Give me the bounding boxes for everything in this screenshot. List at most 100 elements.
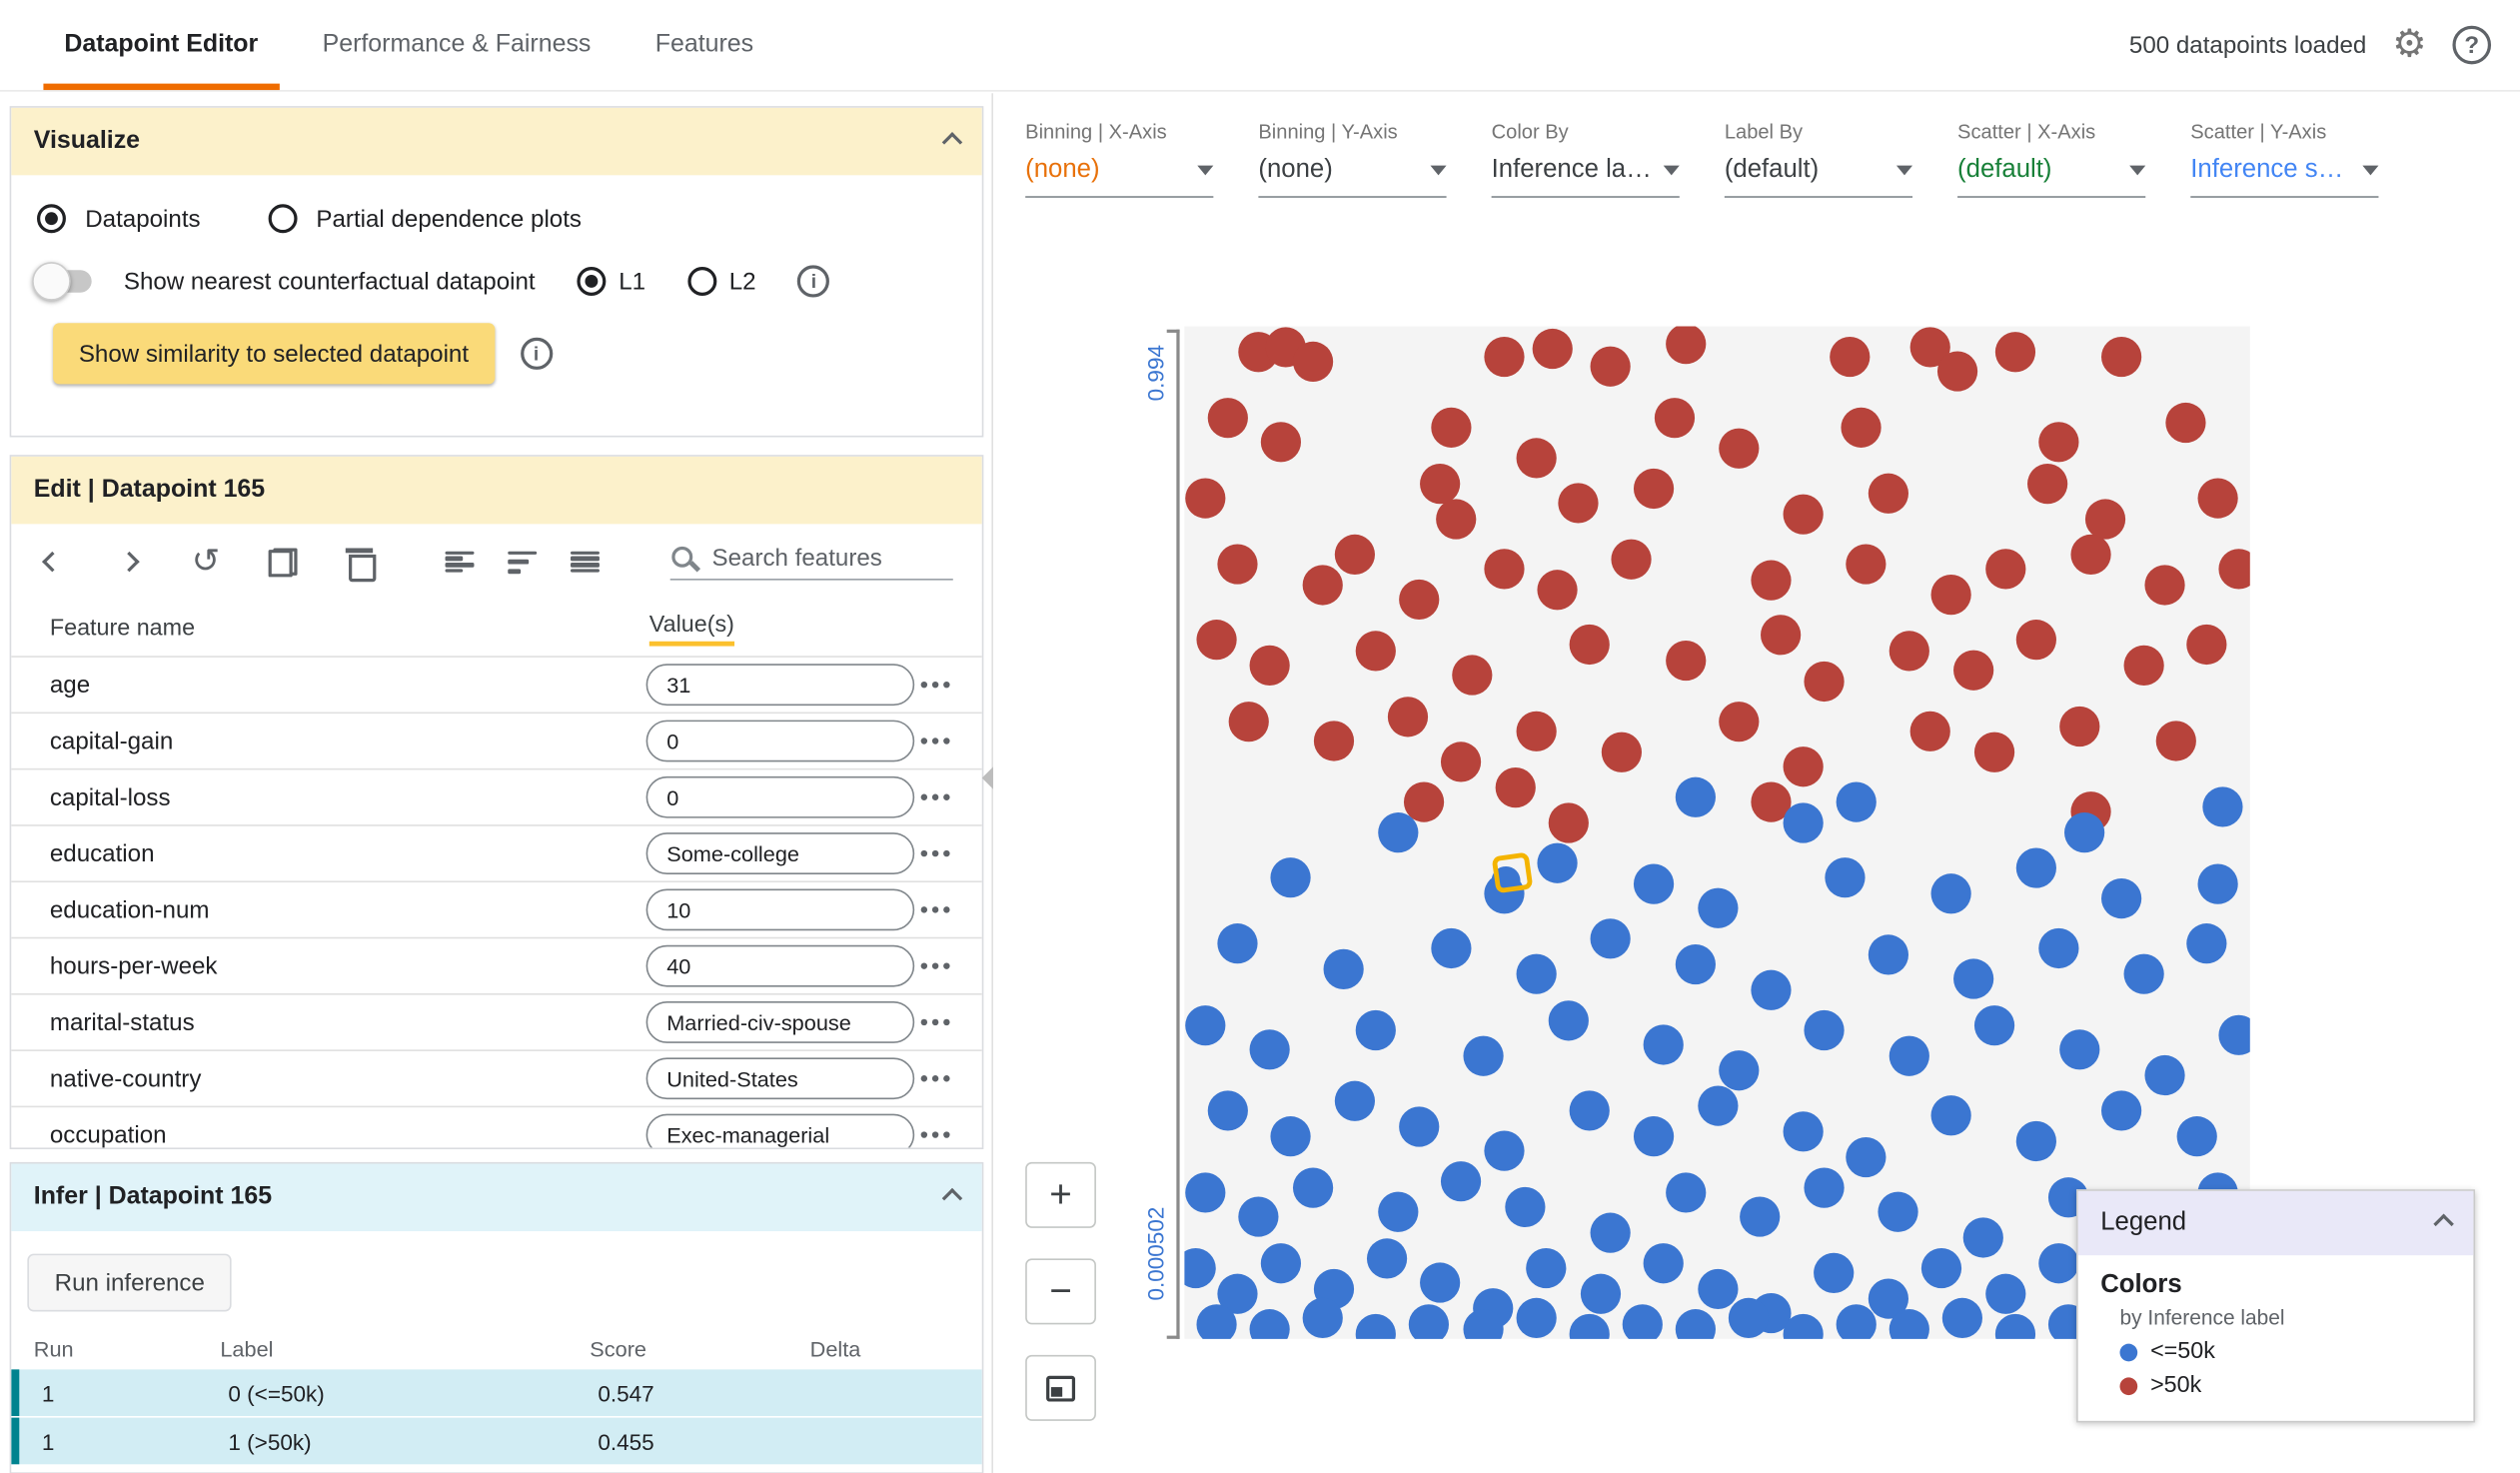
datapoint-dot[interactable] — [1995, 1313, 2036, 1339]
datapoint-dot[interactable] — [1718, 1050, 1760, 1091]
datapoint-dot[interactable] — [1398, 1105, 1440, 1147]
feature-value-input[interactable]: 40 — [645, 944, 915, 987]
datapoint-dot[interactable] — [1936, 351, 1977, 393]
datapoint-dot[interactable] — [1420, 463, 1461, 504]
datapoint-dot[interactable] — [2059, 1029, 2100, 1071]
datapoint-dot[interactable] — [1569, 1090, 1610, 1131]
datapoint-dot[interactable] — [1484, 549, 1525, 590]
plot-control-5[interactable]: Scatter | Y-Axis Inference score — [2190, 121, 2379, 198]
datapoint-dot[interactable] — [1238, 1197, 1280, 1238]
datapoint-dot[interactable] — [1750, 969, 1792, 1010]
datapoint-dot[interactable] — [1697, 1085, 1738, 1126]
datapoint-dot[interactable] — [1569, 1313, 1610, 1339]
datapoint-dot[interactable] — [1334, 1080, 1376, 1121]
datapoint-dot[interactable] — [2123, 953, 2164, 995]
datapoint-dot[interactable] — [1206, 397, 1248, 438]
datapoint-dot[interactable] — [2123, 645, 2164, 687]
datapoint-dot[interactable] — [1909, 711, 1950, 751]
datapoint-dot[interactable] — [1601, 731, 1642, 772]
datapoint-dot[interactable] — [1654, 397, 1696, 438]
datapoint-dot[interactable] — [1590, 918, 1632, 959]
datapoint-dot[interactable] — [1740, 1197, 1781, 1238]
datapoint-dot[interactable] — [1846, 544, 1887, 585]
datapoint-dot[interactable] — [1729, 1298, 1770, 1339]
datapoint-dot[interactable] — [1249, 1308, 1290, 1339]
datapoint-dot[interactable] — [1184, 1247, 1216, 1288]
datapoint-dot[interactable] — [1952, 958, 1993, 1000]
datapoint-dot[interactable] — [1644, 1024, 1685, 1066]
datapoint-dot[interactable] — [2219, 549, 2250, 590]
next-datapoint-button[interactable] — [108, 541, 150, 583]
feature-more-button[interactable] — [914, 732, 956, 750]
datapoint-dot[interactable] — [1185, 478, 1226, 519]
datapoint-dot[interactable] — [1590, 346, 1632, 388]
datapoint-dot[interactable] — [1804, 1166, 1845, 1207]
collapse-chevron-icon[interactable] — [2433, 1212, 2454, 1234]
zoom-out-button[interactable]: − — [1025, 1258, 1096, 1325]
feature-more-button[interactable] — [914, 843, 956, 862]
datapoint-dot[interactable] — [1814, 1252, 1855, 1294]
datapoint-dot[interactable] — [2219, 1014, 2250, 1055]
datapoint-dot[interactable] — [1302, 1298, 1344, 1339]
plot-control-0[interactable]: Binning | X-Axis (none) — [1025, 121, 1214, 198]
datapoint-dot[interactable] — [1185, 1004, 1226, 1045]
plot-control-3[interactable]: Label By (default) — [1724, 121, 1913, 198]
datapoint-dot[interactable] — [1537, 569, 1578, 611]
datapoint-dot[interactable] — [2101, 877, 2142, 919]
datapoint-dot[interactable] — [1196, 1303, 1237, 1339]
tab-datapoint-editor[interactable]: Datapoint Editor — [43, 0, 279, 91]
datapoint-dot[interactable] — [1931, 1095, 1972, 1136]
infer-panel-header[interactable]: Infer | Datapoint 165 — [11, 1163, 982, 1232]
datapoint-dot[interactable] — [1217, 544, 1258, 585]
datapoint-dot[interactable] — [1612, 539, 1653, 580]
datapoint-dot[interactable] — [2027, 463, 2068, 504]
datapoint-dot[interactable] — [1292, 341, 1333, 383]
radio-l2[interactable] — [686, 266, 716, 296]
control-select[interactable]: (default) — [1724, 156, 1913, 198]
datapoint-dot[interactable] — [2165, 402, 2206, 443]
datapoint-dot[interactable] — [1505, 1186, 1546, 1228]
feature-more-button[interactable] — [914, 1012, 956, 1031]
datapoint-dot[interactable] — [1984, 1273, 2025, 1314]
datapoint-dot[interactable] — [1409, 1303, 1450, 1339]
datapoint-dot[interactable] — [1846, 1136, 1887, 1177]
datapoint-dot[interactable] — [1782, 746, 1823, 787]
datapoint-dot[interactable] — [1516, 438, 1557, 479]
datapoint-dot[interactable] — [1973, 731, 2014, 772]
datapoint-dot[interactable] — [1782, 1110, 1823, 1152]
datapoint-dot[interactable] — [1665, 640, 1706, 681]
datapoint-dot[interactable] — [1697, 1268, 1738, 1309]
datapoint-dot[interactable] — [1676, 1308, 1717, 1339]
datapoint-dot[interactable] — [1580, 1273, 1621, 1314]
datapoint-dot[interactable] — [1452, 655, 1493, 697]
datapoint-dot[interactable] — [1836, 781, 1877, 822]
datapoint-dot[interactable] — [1569, 625, 1610, 666]
datapoint-dot[interactable] — [1356, 1313, 1397, 1339]
datapoint-dot[interactable] — [1436, 498, 1477, 540]
counterfactual-toggle[interactable] — [32, 262, 92, 301]
datapoint-dot[interactable] — [2064, 812, 2105, 853]
plot-control-2[interactable]: Color By Inference label — [1491, 121, 1680, 198]
datapoint-dot[interactable] — [1952, 650, 1993, 692]
datapoint-dot[interactable] — [1484, 1131, 1525, 1172]
sort-features-button[interactable] — [502, 541, 544, 583]
collapse-chevron-icon[interactable] — [941, 1187, 963, 1208]
datapoint-dot[interactable] — [2037, 422, 2078, 464]
settings-gear-icon[interactable]: ⚙ — [2392, 22, 2427, 66]
datapoint-dot[interactable] — [1249, 645, 1290, 687]
datapoint-dot[interactable] — [1249, 1029, 1290, 1071]
radio-datapoints[interactable] — [36, 204, 66, 234]
datapoint-dot[interactable] — [1292, 1166, 1333, 1207]
datapoint-dot[interactable] — [1973, 1004, 2014, 1045]
datapoint-dot[interactable] — [1868, 933, 1908, 974]
datapoint-dot[interactable] — [2016, 1121, 2057, 1162]
info-icon[interactable] — [797, 265, 830, 298]
datapoint-dot[interactable] — [1484, 336, 1525, 377]
datapoint-dot[interactable] — [1676, 776, 1717, 817]
feature-value-input[interactable]: 10 — [645, 888, 915, 931]
datapoint-dot[interactable] — [2187, 625, 2228, 666]
control-select[interactable]: (none) — [1025, 156, 1214, 198]
datapoint-dot[interactable] — [2037, 928, 2078, 969]
datapoint-dot[interactable] — [1782, 493, 1823, 535]
datapoint-dot[interactable] — [1185, 1171, 1226, 1212]
